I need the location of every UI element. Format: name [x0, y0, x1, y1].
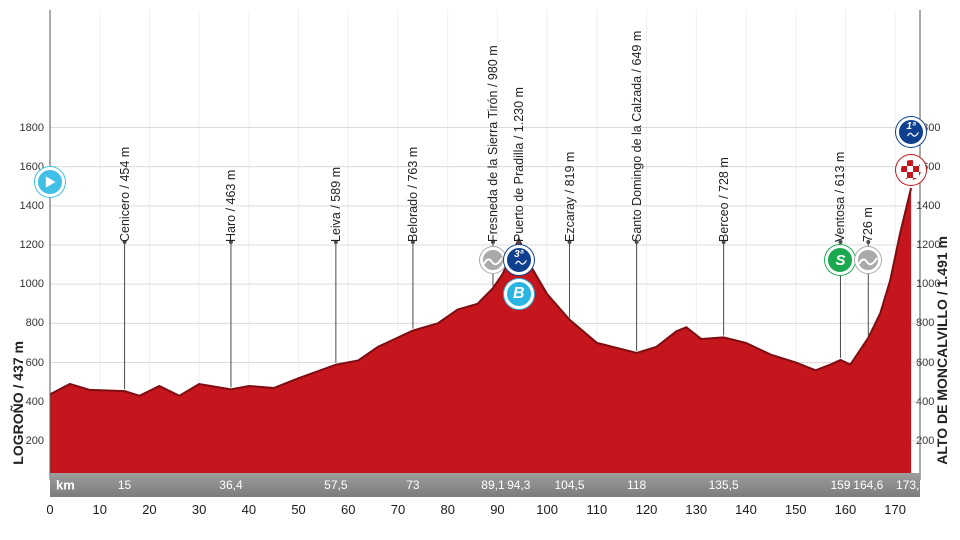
y-tick-left: 1800	[20, 122, 44, 134]
km-marker: 36,4	[219, 478, 242, 492]
km-marker: 118	[627, 478, 646, 492]
x-tick: 160	[835, 502, 857, 517]
finish-badge	[896, 155, 926, 185]
x-tick: 130	[685, 502, 707, 517]
km-marker-bar: km 15 36,4 57,5 73 89,194,3 104,5 118 135,5 1591…	[50, 473, 920, 497]
plot-area: Cenicero / 454 mHaro / 463 mLeiva / 589 …	[50, 10, 920, 480]
x-axis: 0102030405060708090100110120130140150160…	[50, 500, 920, 520]
y-tick-left: 600	[26, 357, 44, 369]
km-marker: 164,6	[853, 478, 883, 492]
km-bar-label: km	[56, 478, 75, 493]
sprint-badge: S	[825, 245, 855, 275]
y-axis-left: 20040060080010001200140016001800	[0, 10, 50, 480]
km-marker: 89,1	[481, 478, 504, 492]
km-marker: 135,5	[709, 478, 739, 492]
stage-profile-chart: LOGROÑO / 437 m ALTO DE MONCALVILLO / 1.…	[0, 0, 960, 540]
cat3-badge: 3ª	[504, 245, 534, 275]
bonus-badge: B	[504, 279, 534, 309]
y-tick-left: 1000	[20, 278, 44, 290]
x-tick: 30	[192, 502, 206, 517]
x-tick: 0	[46, 502, 53, 517]
km-marker: 94,3	[507, 478, 530, 492]
km-marker: 173,2	[896, 478, 926, 492]
y-tick-left: 1400	[20, 200, 44, 212]
elevation-svg	[50, 10, 920, 480]
y-tick-left: 400	[26, 396, 44, 408]
x-tick: 60	[341, 502, 355, 517]
y-tick-left: 800	[26, 317, 44, 329]
km-marker: 104,5	[554, 478, 584, 492]
x-tick: 80	[440, 502, 454, 517]
x-tick: 150	[785, 502, 807, 517]
cp-badge	[480, 247, 506, 273]
start-badge	[35, 167, 65, 197]
km-marker: 159	[830, 478, 850, 492]
x-tick: 20	[142, 502, 156, 517]
x-tick: 140	[735, 502, 757, 517]
cp-badge	[855, 247, 881, 273]
x-tick: 40	[242, 502, 256, 517]
x-tick: 10	[92, 502, 106, 517]
cat1-badge: 1ª	[896, 117, 926, 147]
x-tick: 50	[291, 502, 305, 517]
y-tick-left: 1200	[20, 239, 44, 251]
km-marker: 15	[118, 478, 131, 492]
y-tick-left: 200	[26, 435, 44, 447]
km-marker: 73	[406, 478, 419, 492]
x-tick: 90	[490, 502, 504, 517]
x-tick: 170	[884, 502, 906, 517]
x-tick: 110	[586, 502, 607, 517]
km-marker: 57,5	[324, 478, 347, 492]
x-tick: 120	[636, 502, 658, 517]
x-tick: 100	[536, 502, 558, 517]
x-tick: 70	[391, 502, 405, 517]
